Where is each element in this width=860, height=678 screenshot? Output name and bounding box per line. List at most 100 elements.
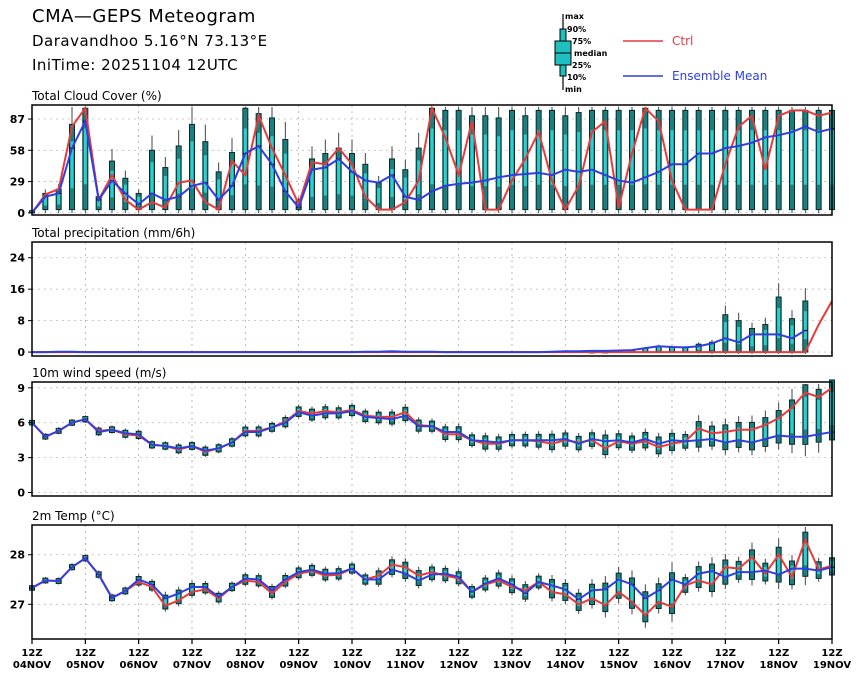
panel-0: Total Cloud Cover (%) 0 29 58 87 <box>10 89 835 220</box>
box-iqr <box>737 130 741 185</box>
x-tick-hour: 12Z <box>75 648 96 659</box>
box-iqr <box>310 169 314 197</box>
y-tick-label: 16 <box>10 283 26 296</box>
box-iqr <box>803 130 807 185</box>
box-iqr <box>657 130 661 185</box>
y-tick-label: 28 <box>10 549 25 562</box>
panel-frame <box>31 104 833 216</box>
box-iqr <box>350 164 354 196</box>
box-iqr <box>737 427 741 442</box>
x-tick-date: 13NOV <box>493 660 532 671</box>
box-iqr <box>163 597 167 606</box>
box-iqr <box>110 170 114 198</box>
panel-frame <box>31 241 833 357</box>
legend-min: min <box>565 85 582 94</box>
x-tick-date: 08NOV <box>226 660 265 671</box>
panel-frame <box>31 381 833 497</box>
box-iqr <box>697 570 701 583</box>
box-iqr <box>710 430 714 442</box>
box-iqr <box>483 134 487 187</box>
box-iqr <box>550 130 554 185</box>
box-iqr <box>390 562 394 571</box>
box-iqr <box>577 131 581 186</box>
x-tick-hour: 12Z <box>395 648 416 659</box>
box-iqr <box>817 130 821 185</box>
y-tick-label: 8 <box>17 315 25 328</box>
x-tick-date: 09NOV <box>280 660 319 671</box>
box-iqr <box>817 399 821 429</box>
legend-median: median <box>574 49 608 58</box>
panel-title: Total precipitation (mm/6h) <box>31 226 195 240</box>
box-iqr <box>390 169 394 197</box>
y-tick-label: 0 <box>17 346 25 359</box>
box-iqr <box>163 175 167 200</box>
legend-max: max <box>565 12 585 21</box>
box-iqr <box>83 128 87 185</box>
box-iqr <box>630 584 634 601</box>
x-tick-hour: 12Z <box>661 648 682 659</box>
y-tick-label: 9 <box>17 382 25 395</box>
box-iqr <box>217 179 221 201</box>
box-iqr <box>750 555 754 573</box>
box-iqr <box>803 311 807 340</box>
box-iqr <box>777 308 781 339</box>
box-iqr <box>657 588 661 603</box>
box-iqr <box>590 588 594 600</box>
box-iqr <box>563 586 567 597</box>
box-iqr <box>683 348 687 351</box>
y-tick-label: 87 <box>10 113 25 126</box>
box-iqr <box>737 564 741 575</box>
box-iqr <box>763 130 767 185</box>
ctrl-line <box>31 537 833 617</box>
box-iqr <box>603 438 607 450</box>
legend-10: 10% <box>567 73 586 82</box>
ensemble-mean-line <box>31 117 833 214</box>
box-iqr <box>70 141 74 189</box>
box-iqr <box>190 141 194 189</box>
box-iqr <box>643 128 647 185</box>
box-iqr <box>577 596 581 607</box>
box-iqr <box>377 573 381 581</box>
legend-25: 25% <box>572 61 591 70</box>
box-iqr <box>657 440 661 450</box>
box-iqr <box>790 565 794 579</box>
box-iqr <box>803 540 807 566</box>
init-time: IniTime: 20251104 12UTC <box>32 56 239 74</box>
box-iqr <box>617 578 621 593</box>
x-tick-date: 15NOV <box>600 660 639 671</box>
x-tick-hour: 12Z <box>235 648 256 659</box>
box-iqr <box>177 592 181 601</box>
box-iqr <box>590 130 594 185</box>
x-tick-hour: 12Z <box>501 648 522 659</box>
ensemble-mean-line <box>32 329 806 354</box>
box-iqr <box>550 437 554 446</box>
box-iqr <box>790 325 794 344</box>
box-iqr <box>417 573 421 582</box>
box-iqr <box>243 128 247 185</box>
x-tick-hour: 12Z <box>128 648 149 659</box>
box-iqr <box>643 597 647 615</box>
box-iqr <box>257 132 261 186</box>
box-iqr <box>750 427 754 443</box>
box-iqr <box>790 130 794 185</box>
panel-title: Total Cloud Cover (%) <box>31 89 162 103</box>
box-iqr <box>750 130 754 185</box>
box-iqr <box>737 326 741 345</box>
box-iqr <box>723 429 727 444</box>
box-iqr <box>697 345 701 351</box>
box-iqr <box>603 588 607 605</box>
box-iqr <box>550 583 554 594</box>
x-tick-hour: 12Z <box>448 648 469 659</box>
x-tick-hour: 12Z <box>821 648 842 659</box>
legend-ctrl-label: Ctrl <box>672 34 693 48</box>
box-iqr <box>523 587 527 596</box>
box-iqr <box>670 347 674 351</box>
box-iqr <box>777 130 781 185</box>
box-iqr <box>497 136 501 187</box>
y-tick-label: 3 <box>17 452 25 465</box>
legend-75: 75% <box>572 37 591 46</box>
box-iqr <box>190 585 194 593</box>
box-iqr <box>403 177 407 200</box>
box-iqr <box>97 199 101 207</box>
